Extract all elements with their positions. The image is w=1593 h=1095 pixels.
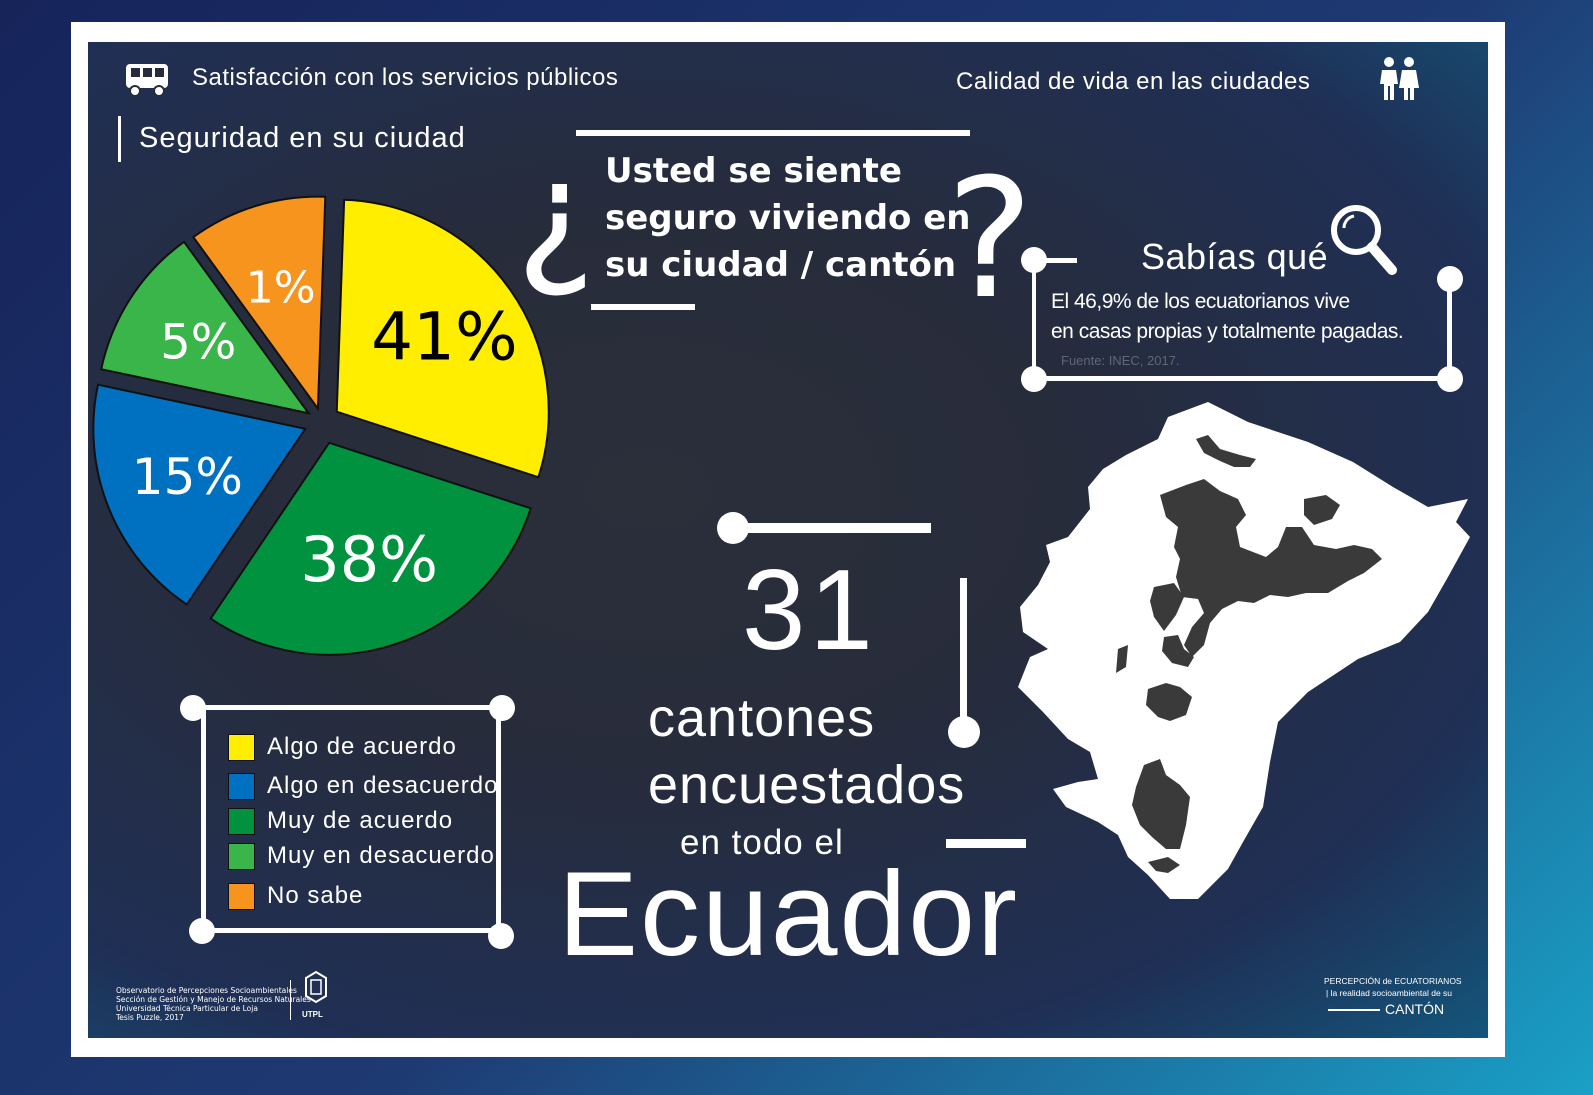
pie-slice-label: 15% bbox=[132, 448, 243, 506]
legend-swatch bbox=[228, 772, 255, 800]
legend-item: Algo de acuerdo bbox=[228, 733, 457, 761]
stats-country: Ecuador bbox=[558, 847, 1019, 981]
canton-region bbox=[1304, 495, 1340, 525]
pie-slice-label: 5% bbox=[160, 314, 236, 370]
magnifier-icon bbox=[1331, 205, 1397, 275]
fact-line-2: en casas propias y totalmente pagadas. bbox=[1051, 320, 1404, 343]
stats-line-2: encuestados bbox=[648, 755, 966, 815]
legend-item: No sabe bbox=[228, 882, 363, 910]
legend-item: Muy de acuerdo bbox=[228, 807, 453, 835]
fact-right-rule bbox=[1447, 278, 1452, 378]
credit-line: Tesis Puzzle, 2017 bbox=[116, 1013, 184, 1022]
pie-slice-label: 1% bbox=[246, 262, 316, 313]
legend-label: Algo de acuerdo bbox=[267, 733, 457, 760]
canton-region bbox=[1160, 479, 1382, 657]
brand-line-3: CANTÓN bbox=[1385, 1001, 1445, 1017]
ecuador-outline bbox=[1018, 402, 1470, 899]
brand-line-1: PERCEPCIÓN de ECUATORIANOS bbox=[1324, 976, 1462, 986]
question-bottom-rule bbox=[591, 304, 695, 310]
canton-region bbox=[1148, 857, 1180, 873]
stats-right-rule bbox=[946, 839, 1026, 848]
bus-icon bbox=[126, 64, 168, 97]
legend-swatch bbox=[228, 882, 255, 910]
legend-label: No sabe bbox=[267, 882, 364, 909]
fact-left-rule bbox=[1032, 260, 1036, 378]
fact-bottom-rule bbox=[1034, 376, 1446, 381]
fact-title: Sabías qué bbox=[1141, 236, 1329, 277]
couple-icon bbox=[1380, 57, 1419, 100]
fact-line-1: El 46,9% de los ecuatorianos vive bbox=[1051, 290, 1350, 313]
fact-corner-dot-br bbox=[1437, 366, 1463, 392]
section-title: Seguridad en su ciudad bbox=[139, 122, 466, 154]
pie-slice bbox=[100, 240, 311, 415]
pie-slice bbox=[209, 441, 533, 656]
utpl-logo-text: UTPL bbox=[302, 1010, 323, 1019]
legend-label: Muy en desacuerdo bbox=[267, 842, 495, 869]
infographic-panel: Satisfacción con los servicios públicos … bbox=[88, 42, 1488, 1038]
pie-slice bbox=[191, 195, 327, 412]
canton-region bbox=[1150, 583, 1184, 631]
canton-region bbox=[1162, 635, 1194, 667]
legend-corner-dot-br bbox=[488, 923, 514, 949]
legend-swatch bbox=[228, 733, 255, 761]
header-right-title: Calidad de vida en las ciudades bbox=[956, 68, 1311, 95]
legend-left-rule bbox=[201, 708, 206, 928]
legend-label: Muy de acuerdo bbox=[267, 807, 454, 834]
canton-region bbox=[1132, 759, 1190, 849]
question-line-1: Usted se siente bbox=[605, 151, 902, 191]
question-line-3: su ciudad / cantón bbox=[605, 245, 957, 285]
pie-slice-label: 41% bbox=[371, 298, 518, 375]
ecuador-map bbox=[1018, 402, 1470, 899]
stats-line-3: en todo el bbox=[680, 823, 844, 862]
utpl-seal-icon bbox=[305, 970, 327, 1004]
stats-line-1: cantones bbox=[648, 688, 876, 748]
credit-line: Sección de Gestión y Manejo de Recursos … bbox=[116, 995, 311, 1004]
pie-slice-label: 38% bbox=[300, 523, 438, 596]
legend-bottom-rule bbox=[202, 928, 502, 933]
canton-region bbox=[1116, 645, 1128, 673]
canton-region bbox=[1146, 683, 1192, 721]
question-line-2: seguro viviendo en bbox=[605, 198, 971, 238]
legend-right-rule bbox=[496, 708, 501, 928]
pie-slice bbox=[92, 383, 307, 606]
footer-divider bbox=[290, 980, 291, 1020]
footer-credits: Observatorio de Percepciones Socioambien… bbox=[116, 986, 311, 1022]
brand-line-2: | la realidad socioambiental de su bbox=[1326, 988, 1453, 998]
stats-number: 31 bbox=[742, 547, 877, 674]
legend-top-rule bbox=[192, 705, 502, 710]
question-top-rule bbox=[576, 130, 970, 136]
credit-line: Observatorio de Percepciones Socioambien… bbox=[116, 986, 297, 995]
legend-corner-dot-tr bbox=[489, 695, 515, 721]
brand-rule bbox=[1328, 1009, 1380, 1011]
stats-top-rule bbox=[733, 523, 931, 533]
surveyed-cantons bbox=[1116, 435, 1382, 873]
credit-line: Universidad Técnica Particular de Loja bbox=[116, 1004, 258, 1013]
canton-region bbox=[1196, 435, 1256, 467]
pie-slice bbox=[335, 198, 550, 479]
pie-chart: 41% 38% 15% 5%1% bbox=[92, 195, 550, 656]
legend-corner-dot-bl bbox=[189, 918, 215, 944]
legend-label: Algo en desacuerdo bbox=[267, 772, 499, 799]
fact-source: Fuente: INEC, 2017. bbox=[1061, 353, 1180, 368]
legend-swatch bbox=[228, 807, 255, 835]
fact-top-rule bbox=[1032, 258, 1077, 263]
section-title-bar bbox=[118, 116, 121, 162]
question-close-mark: ? bbox=[946, 143, 1034, 335]
legend-item: Muy en desacuerdo bbox=[228, 842, 495, 870]
stats-vertical-rule bbox=[960, 578, 967, 726]
header-left-title: Satisfacción con los servicios públicos bbox=[192, 64, 619, 91]
legend: Algo de acuerdo Algo en desacuerdo Muy d… bbox=[228, 730, 500, 920]
legend-item: Algo en desacuerdo bbox=[228, 772, 499, 800]
question-open-mark: ¿ bbox=[516, 128, 596, 302]
stats-right-dot bbox=[948, 716, 980, 748]
legend-swatch bbox=[228, 842, 255, 870]
